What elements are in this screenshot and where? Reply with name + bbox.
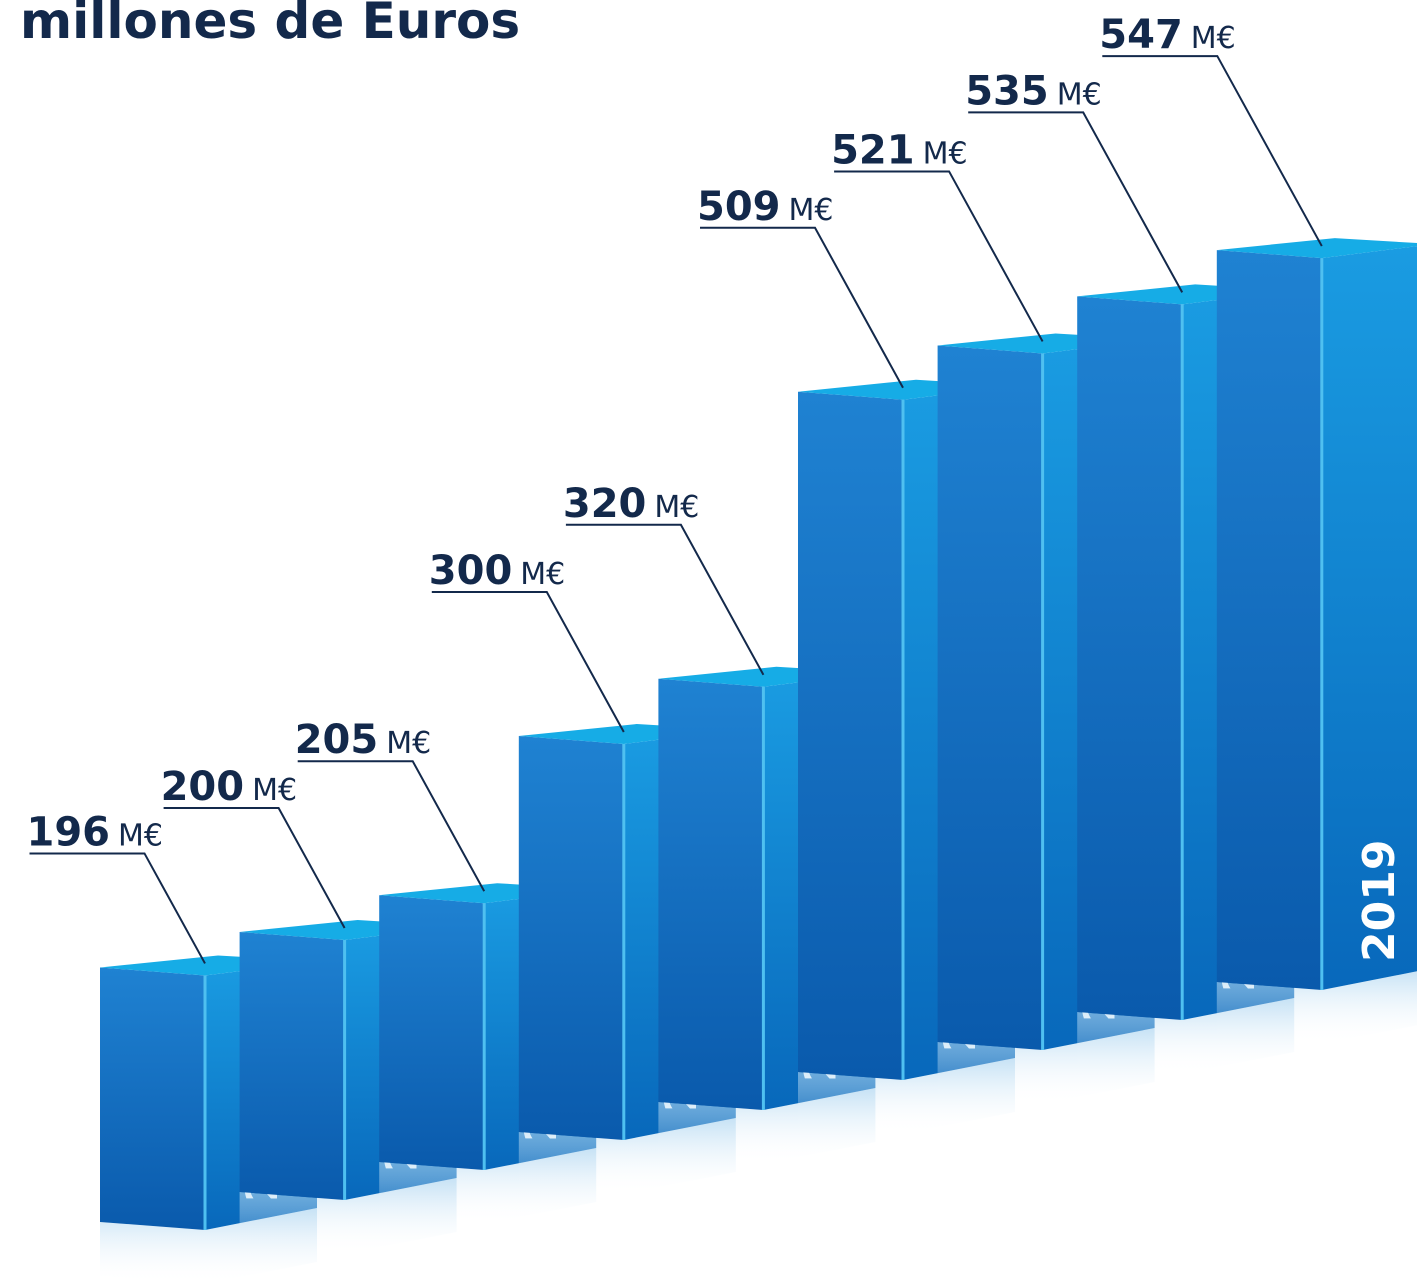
value-number: 300 [429,548,513,594]
value-number: 196 [27,809,111,855]
value-label: 535 M€ [965,68,1101,114]
year-label: 2019 [1354,840,1405,962]
bar-front [1077,296,1183,1020]
value-label: 300 M€ [429,548,565,594]
bar [1216,238,1417,990]
leader-line [297,760,486,892]
value-number: 200 [161,764,245,810]
value-label: 200 M€ [161,764,297,810]
bar-side [1321,246,1417,990]
bar-front [239,932,345,1200]
value-number: 320 [563,481,647,527]
value-label: 196 M€ [27,809,163,855]
value-number: 521 [831,127,915,173]
value-unit: M€ [923,136,968,171]
value-unit: M€ [520,557,565,592]
value-number: 547 [1099,12,1183,58]
value-number: 535 [965,68,1048,114]
value-unit: M€ [789,193,834,228]
bar-front [518,736,624,1140]
reflection [1216,971,1417,1044]
leader-line [565,523,765,676]
leader-line [431,591,625,733]
leader-line [834,170,1044,342]
value-unit: M€ [1191,21,1236,56]
value-unit: M€ [252,773,297,808]
bar-front [100,967,205,1230]
value-number: 205 [295,717,379,763]
leader-line [1102,55,1323,247]
bar-front [798,391,903,1080]
value-label: 509 M€ [697,184,833,230]
chart-title: millones de Euros [20,0,520,50]
value-label: 320 M€ [563,481,699,527]
value-label: 547 M€ [1099,12,1235,58]
leader-line [163,807,346,929]
bar-top [1216,238,1417,259]
leader-line [700,226,904,389]
value-unit: M€ [118,818,163,853]
bar-front [937,345,1043,1050]
value-unit: M€ [386,726,431,761]
leader-line [968,111,1184,293]
value-label: 205 M€ [295,717,431,763]
value-unit: M€ [654,490,699,525]
bar-front [379,895,485,1170]
value-number: 509 [697,184,781,230]
bar-front [1216,250,1322,990]
leader-line [29,852,206,964]
value-unit: M€ [1057,77,1102,112]
value-label: 521 M€ [831,127,967,173]
bar-front [658,678,764,1110]
